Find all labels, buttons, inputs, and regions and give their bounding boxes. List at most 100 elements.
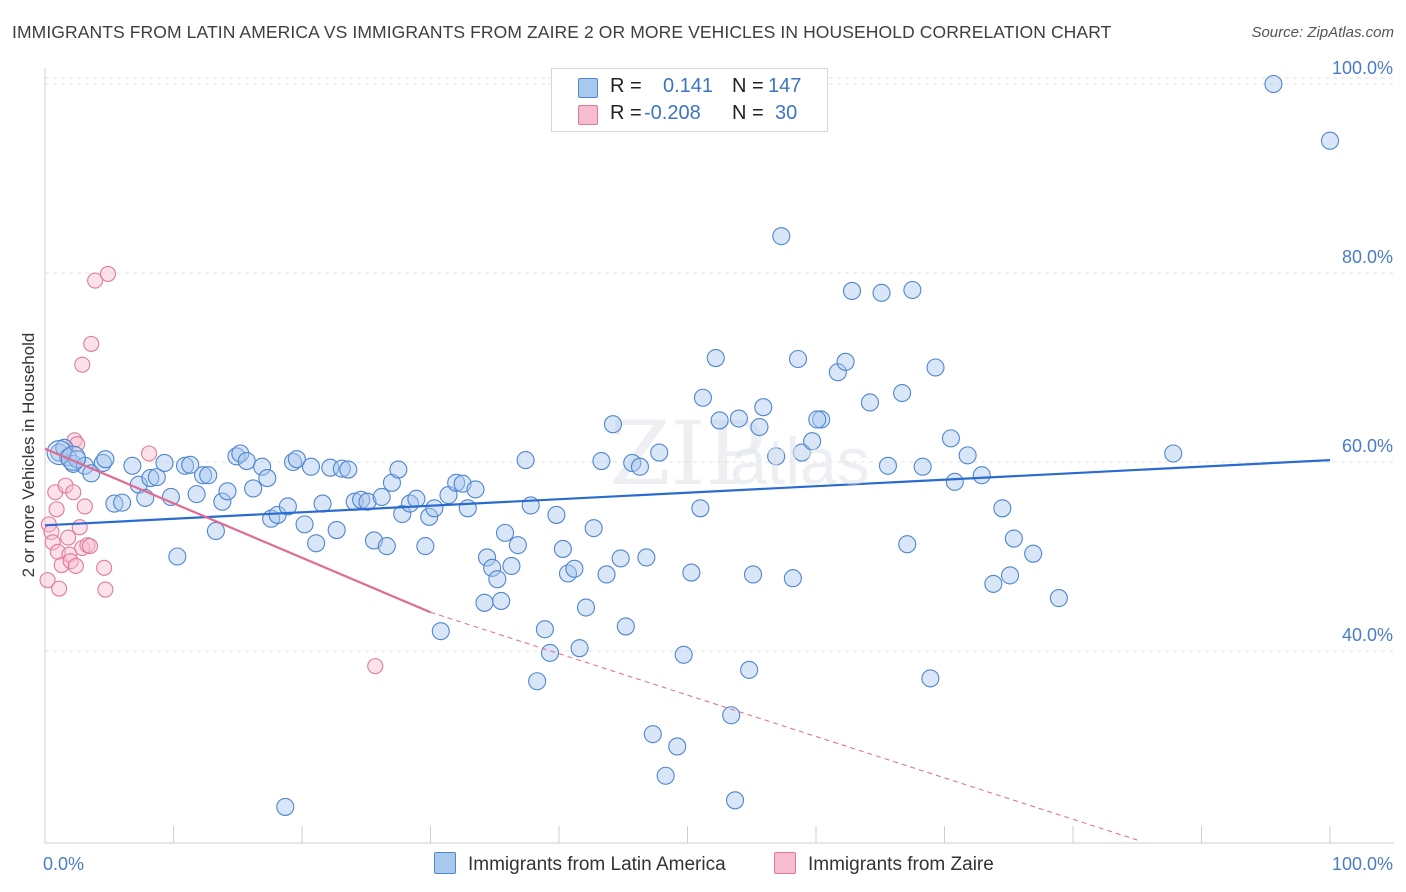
- latin-america-point: [372, 487, 391, 507]
- latin-america-point: [420, 507, 439, 526]
- latin-america-point: [194, 466, 213, 485]
- latin-america-point: [416, 537, 435, 556]
- latin-america-point: [258, 469, 277, 488]
- latin-america-point: [332, 459, 351, 478]
- latin-america-point: [783, 569, 802, 588]
- latin-america-point: [278, 497, 297, 516]
- bottom-legend-label: Immigrants from Latin America: [468, 854, 726, 875]
- latin-america-trend-line: [44, 459, 1331, 527]
- latin-america-point: [1049, 589, 1068, 608]
- latin-america-point: [898, 535, 917, 554]
- latin-america-point: [535, 620, 554, 639]
- zaire-point: [97, 581, 114, 598]
- latin-america-point: [993, 499, 1012, 518]
- latin-america-point: [358, 492, 377, 511]
- y-tick-label: 40.0%: [1342, 625, 1393, 645]
- legend-swatch-blue: [578, 78, 598, 98]
- latin-america-point: [553, 539, 572, 558]
- latin-america-point: [393, 504, 412, 524]
- latin-america-point: [576, 598, 596, 617]
- latin-america-point: [168, 547, 187, 566]
- latin-america-point: [754, 398, 773, 417]
- latin-america-point: [788, 349, 808, 369]
- latin-america-point: [231, 444, 250, 463]
- bottom-legend-latin-america: Immigrants from Latin America: [434, 852, 726, 876]
- latin-america-point: [945, 472, 964, 491]
- latin-america-point: [113, 493, 132, 512]
- latin-america-point: [592, 452, 611, 471]
- bottom-legend-zaire: Immigrants from Zaire: [774, 852, 994, 876]
- zaire-point: [99, 265, 117, 282]
- latin-america-point: [287, 450, 306, 469]
- latin-america-point: [812, 410, 831, 429]
- latin-america-point: [729, 409, 748, 428]
- latin-america-point: [377, 537, 396, 556]
- latin-america-point: [483, 558, 502, 577]
- latin-america-point: [725, 791, 745, 810]
- latin-america-point: [495, 523, 515, 542]
- latin-america-point: [276, 797, 295, 816]
- axes: [44, 68, 1394, 844]
- latin-america-point: [547, 505, 566, 524]
- zaire-point: [87, 272, 104, 289]
- latin-america-point: [750, 417, 769, 437]
- latin-america-point: [565, 559, 584, 578]
- tick-labels: 40.0% 60.0% 80.0% 100.0% 0.0% 100.0%: [43, 58, 1393, 874]
- latin-america-point: [611, 549, 630, 568]
- watermark: ZIP: [609, 402, 764, 505]
- zaire-point: [65, 484, 82, 501]
- latin-america-point: [584, 519, 603, 538]
- bottom-legend-label: Immigrants from Zaire: [808, 854, 994, 875]
- latin-america-point: [96, 450, 115, 469]
- trend-lines: [44, 447, 1331, 841]
- latin-america-point: [540, 643, 560, 662]
- zaire-point: [96, 559, 113, 576]
- latin-america-point: [447, 473, 466, 492]
- legend-row-zaire: R = -0.208 N = 30: [552, 102, 827, 128]
- latin-america-point: [475, 593, 494, 612]
- latin-america-point: [1320, 131, 1340, 150]
- latin-america-point: [488, 570, 507, 589]
- legend-r-value: 0.141: [663, 75, 714, 97]
- latin-america-point: [237, 452, 256, 471]
- zaire-point: [67, 557, 84, 575]
- latin-america-point: [710, 411, 729, 430]
- bottom-legend-swatch-blue: [434, 852, 456, 874]
- zaire-point: [60, 529, 77, 546]
- latin-america-point: [772, 227, 791, 246]
- latin-america-point: [682, 563, 701, 582]
- chart-title: IMMIGRANTS FROM LATIN AMERICA VS IMMIGRA…: [12, 22, 1112, 42]
- latin-america-point: [199, 466, 218, 485]
- latin-america-point: [313, 494, 332, 513]
- latin-america-point: [706, 348, 725, 368]
- bottom-legend-swatch-pink: [774, 852, 796, 874]
- latin-america-point: [327, 520, 346, 540]
- latin-america-point: [213, 492, 232, 511]
- legend-n-label: N =: [732, 75, 764, 97]
- latin-america-point: [740, 660, 759, 679]
- y-axis-title: 2 or more Vehicles in Household: [19, 333, 38, 578]
- latin-america-point: [147, 468, 166, 487]
- latin-america-point: [842, 281, 862, 301]
- latin-america-point: [477, 548, 497, 567]
- zaire-trend-line-extension: [430, 611, 1138, 841]
- latin-america-point: [921, 669, 940, 688]
- latin-america-point: [656, 766, 675, 785]
- latin-america-point: [1000, 566, 1020, 585]
- zaire-point: [44, 534, 61, 551]
- latin-america-point: [1264, 74, 1283, 94]
- x-tick-label: 100.0%: [1332, 854, 1393, 874]
- latin-america-point: [767, 447, 786, 466]
- latin-america-point: [1024, 544, 1043, 563]
- legend-n-label: N =: [732, 102, 764, 124]
- legend-n-value: 30: [775, 102, 798, 124]
- latin-america-point: [492, 591, 511, 610]
- latin-america-point: [307, 534, 326, 553]
- zaire-point: [81, 538, 99, 555]
- legend-n-value: 147: [768, 75, 802, 97]
- latin-america-point: [46, 439, 72, 466]
- latin-america-point: [516, 451, 535, 470]
- latin-america-point: [691, 499, 710, 518]
- latin-america-point: [218, 482, 237, 501]
